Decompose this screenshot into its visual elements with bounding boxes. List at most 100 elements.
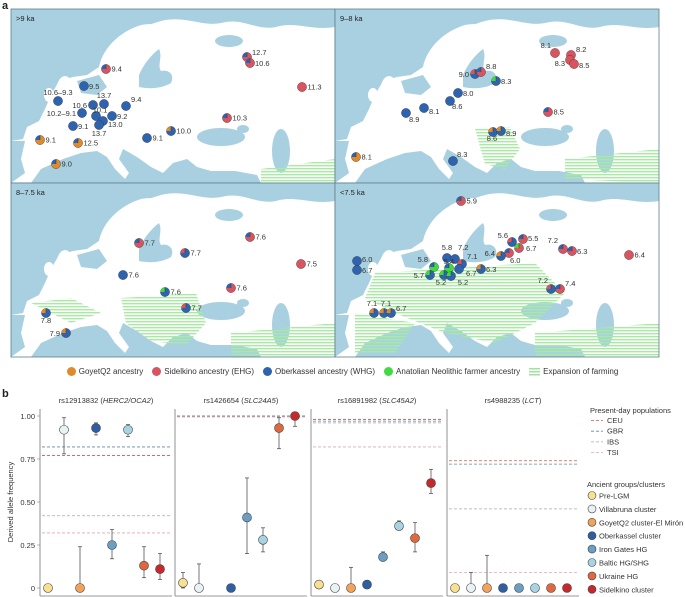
sample-age-label: 8.1 <box>362 153 372 162</box>
point-oberkassel-cluster <box>226 583 236 593</box>
sample-pie <box>352 265 362 275</box>
legend-label: Villabruna cluster <box>599 505 657 514</box>
sample-pie <box>160 287 170 297</box>
sample-pie <box>476 67 486 77</box>
sample-pie <box>543 107 553 117</box>
gene-name: LCT <box>525 396 541 405</box>
point-pre-lgm <box>314 579 324 590</box>
sample-pie <box>518 234 528 244</box>
sample-pie <box>448 156 458 166</box>
sample-age-label: 10.3 <box>233 114 248 123</box>
sample-age-label: 6.0 <box>362 255 372 264</box>
point-goyetq2-cluster-el-mir-n <box>346 583 356 593</box>
legend-label: Pre-LGM <box>599 492 629 501</box>
sample-age-label: 7.1 <box>381 299 391 308</box>
sample-pie <box>180 248 190 258</box>
sample-age-label: 8.3 <box>457 150 467 159</box>
y-tick-label: 0.25 <box>20 541 35 550</box>
sample-age-label: 5.8 <box>442 243 452 252</box>
farming-expansion-area <box>565 149 659 183</box>
point-pre-lgm <box>450 583 460 593</box>
sample-age-label: 9.0 <box>459 70 469 79</box>
sample-pie <box>488 127 498 137</box>
sample-age-label: 6.0 <box>510 256 520 265</box>
sample-pie <box>101 64 111 74</box>
sample-pie <box>446 271 456 281</box>
point-ukraine-hg <box>139 560 149 571</box>
legend-label: Oberkassel ancestry (WHG) <box>275 367 376 376</box>
farming-expansion-area <box>365 263 565 343</box>
sample-pie <box>166 126 176 136</box>
farming-expansion-area <box>31 298 101 323</box>
y-tick-label: 0 <box>31 584 35 593</box>
sample-age-label: 10.0 <box>177 127 192 136</box>
circle-icon <box>587 571 597 581</box>
sample-pie <box>419 103 429 113</box>
sample-age-label: 7.6 <box>171 288 181 297</box>
legend-item: Oberkassel ancestry (WHG) <box>263 367 375 376</box>
legend-label: IBS <box>607 437 619 446</box>
sample-age-label: 7.8 <box>41 316 51 325</box>
point-sidelkino-cluster <box>290 411 300 421</box>
sample-age-label: 11.3 <box>308 83 322 92</box>
sample-age-label: 5.6 <box>498 231 508 240</box>
point-ukraine-hg <box>274 423 284 433</box>
circle-icon <box>587 504 597 514</box>
point-villabruna-cluster <box>330 583 340 593</box>
sample-age-label: 9.1 <box>46 136 56 145</box>
gene-name: HERC2/OCA2 <box>103 396 152 405</box>
sample-age-label: 7.7 <box>192 304 202 313</box>
point-sidelkino-cluster <box>562 583 572 593</box>
sample-pie <box>445 96 455 106</box>
sample-age-label: 7.5 <box>307 260 317 269</box>
sample-pie <box>88 100 98 110</box>
map-period-label: >9 ka <box>16 14 35 23</box>
sample-pie <box>496 126 506 136</box>
point-oberkassel-cluster <box>91 423 101 433</box>
sample-age-label: 7.2 <box>548 236 558 245</box>
sample-age-label: 8.6 <box>487 134 497 143</box>
circle-icon <box>587 491 597 500</box>
point-iron-gates-hg <box>242 512 252 523</box>
sample-age-label: 6.3 <box>486 265 496 274</box>
legend-label: Oberkassel cluster <box>599 532 662 541</box>
sample-pie <box>53 96 63 106</box>
sample-age-label: 5.2 <box>458 278 468 287</box>
sample-age-label: 5.7 <box>414 271 424 280</box>
sample-age-label: 5.8 <box>418 255 428 264</box>
legend-label: Iron Gates HG <box>599 545 648 554</box>
sample-pie <box>507 237 517 247</box>
legend-label: TSI <box>607 448 619 457</box>
sample-pie <box>567 246 577 256</box>
legend-item: GoyetQ2 ancestry <box>66 367 144 376</box>
sample-pie <box>386 308 396 318</box>
sample-pie <box>245 232 255 242</box>
facet-rs4988235: rs4988235 (LCT) <box>446 396 579 597</box>
point-baltic-hg-shg <box>123 424 133 435</box>
sample-pie <box>496 251 506 261</box>
sample-pie <box>351 152 361 162</box>
point-baltic-hg-shg <box>258 535 268 545</box>
y-tick-label: 1.00 <box>20 412 35 421</box>
sample-age-label: 7.2 <box>458 243 468 252</box>
snp-id: rs16891982 <box>338 396 378 405</box>
sample-pie <box>425 270 435 280</box>
map-1: >9 ka 12.7 10.6 9.4 11.3 9.5 10.6–9.3 13.7 10.6 9… <box>10 8 336 184</box>
sample-pie <box>118 270 128 280</box>
sample-age-label: 7.1 <box>467 252 477 261</box>
sample-pie <box>514 243 524 253</box>
sample-age-label: 6.3 <box>577 247 587 256</box>
circle-icon <box>152 367 162 376</box>
sample-pie <box>450 254 460 264</box>
sample-pie <box>546 284 556 294</box>
legend-label: GoyetQ2 ancestry <box>78 367 144 376</box>
facet-title: rs12913832 (HERC2/OCA2) <box>59 396 154 405</box>
point-ukraine-hg <box>410 533 420 543</box>
facet-rs12913832: rs12913832 (HERC2/OCA2) <box>39 396 172 597</box>
sample-age-label: 6.4 <box>485 249 495 258</box>
gene-name: SLC24A5 <box>244 396 277 405</box>
sample-age-label: 8.5 <box>579 61 589 70</box>
sample-pie <box>35 135 45 145</box>
